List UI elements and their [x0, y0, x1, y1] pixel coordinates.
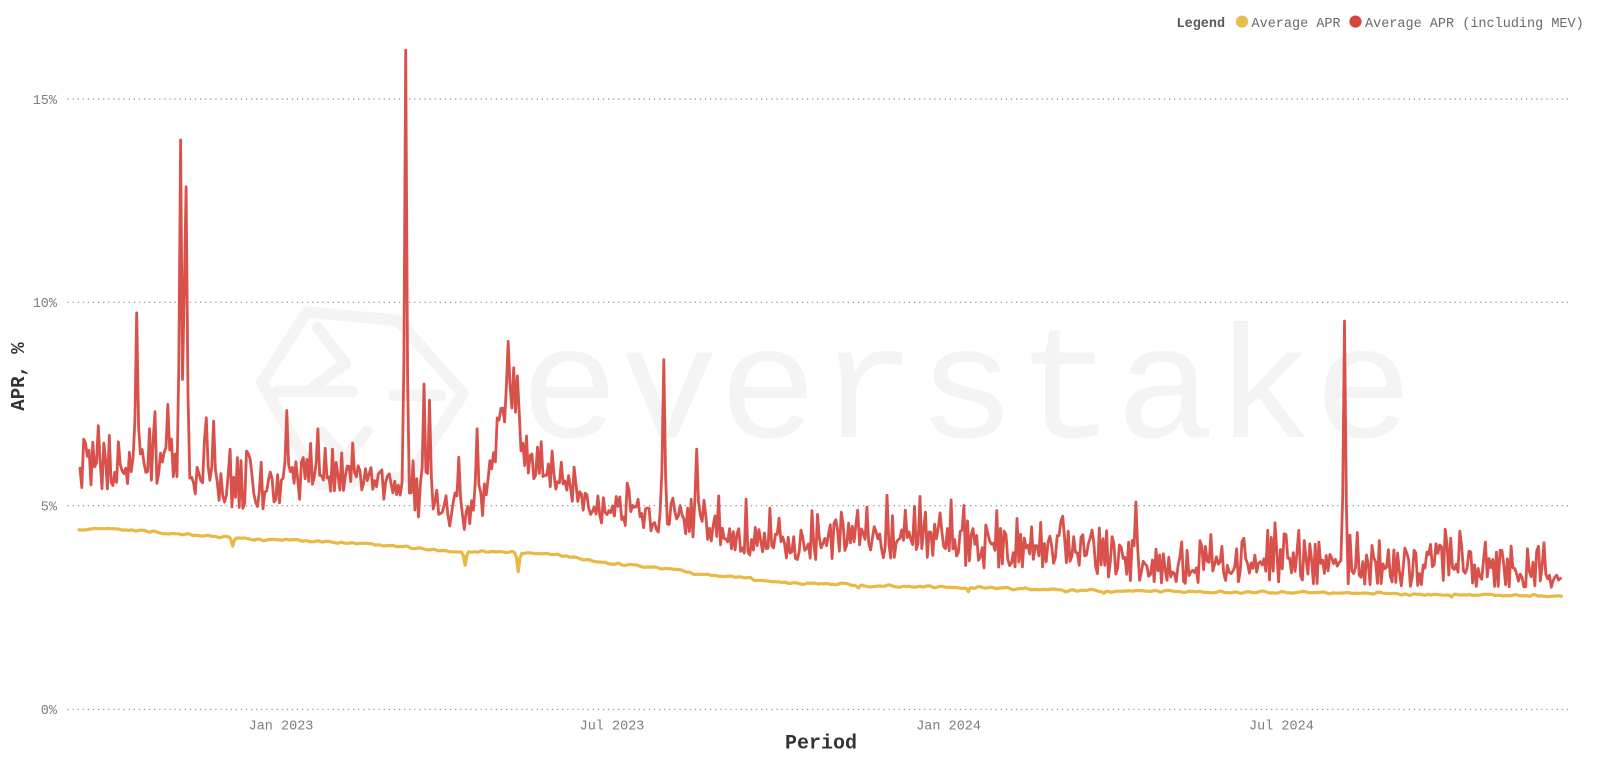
svg-text:15%: 15%: [33, 94, 58, 109]
svg-text:Jan 2023: Jan 2023: [249, 720, 314, 735]
svg-text:Legend: Legend: [1177, 17, 1226, 32]
svg-text:Jul 2024: Jul 2024: [1249, 720, 1314, 735]
svg-text:Average APR: Average APR: [1252, 17, 1341, 32]
svg-text:Period: Period: [785, 733, 857, 756]
svg-text:Average APR (including MEV): Average APR (including MEV): [1365, 17, 1584, 32]
svg-text:0%: 0%: [41, 704, 58, 719]
svg-text:Jan 2024: Jan 2024: [916, 720, 981, 735]
svg-text:Jul 2023: Jul 2023: [580, 720, 645, 735]
svg-text:APR, %: APR, %: [8, 342, 30, 411]
svg-text:everstake: everstake: [520, 305, 1413, 486]
svg-text:5%: 5%: [41, 501, 58, 516]
svg-text:10%: 10%: [33, 297, 58, 312]
